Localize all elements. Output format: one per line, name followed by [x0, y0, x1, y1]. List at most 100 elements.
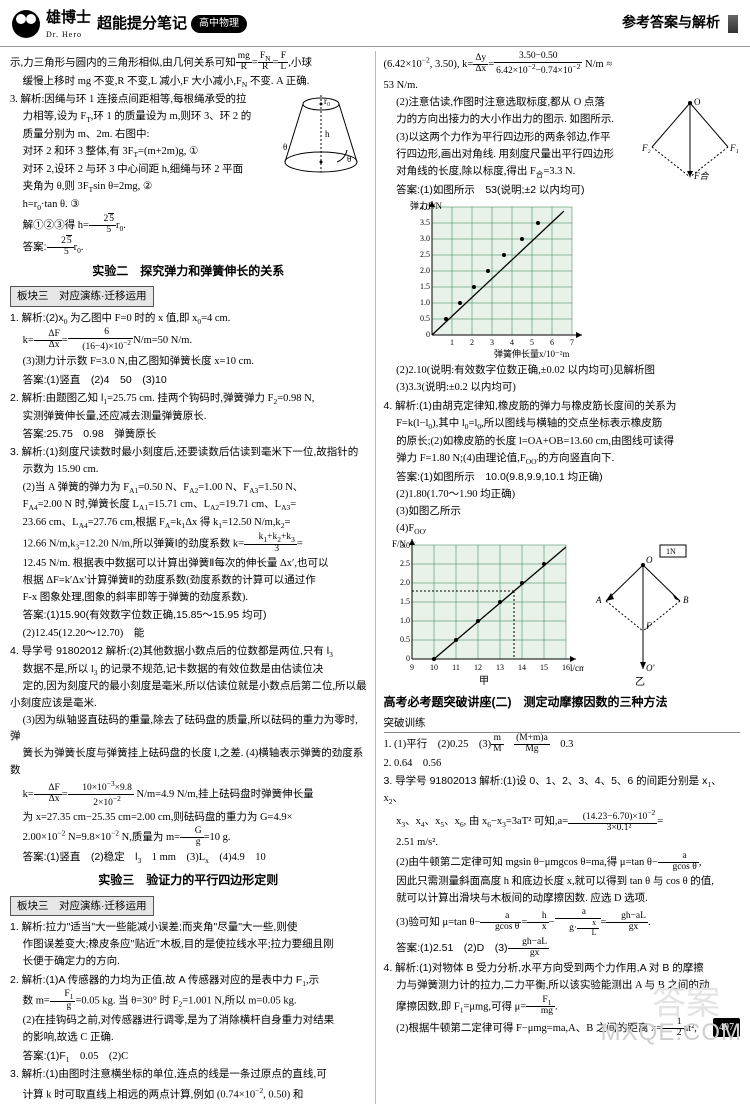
svg-text:乙: 乙	[635, 676, 645, 688]
para: 定的,因为刻度尺的最小刻度是毫米,所以估读位就是小数点后第二位,所以最小刻度应该…	[10, 679, 367, 712]
svg-text:10: 10	[430, 663, 438, 672]
svg-text:弹力F/N: 弹力F/N	[410, 201, 443, 211]
answer: (2)12.45(12.20～12.70) 能	[10, 626, 367, 642]
answer: 答案:(1)竖直 (2)稳定 l3 1 mm (3)Lx (4)4.9 10	[10, 849, 367, 867]
answer: 答案:(1)竖直 (2)4 50 (3)10	[10, 372, 367, 389]
brand-sub: Dr. Hero	[46, 29, 91, 41]
svg-text:r₀: r₀	[324, 96, 330, 106]
page-header: 雄博士 Dr. Hero 超能提分笔记 高中物理 参考答案与解析	[0, 0, 750, 47]
experiment-2-title: 实验二 探究弹力和弹簧伸长的关系	[10, 262, 367, 281]
svg-text:15: 15	[540, 663, 548, 672]
para: 2.00×10−2 N=9.8×10−2 N,质量为 m=Gg=10 g.	[10, 827, 367, 848]
para: 1. (1)平行 (2)0.25 (3)mM (M+m)aMg 0.3	[384, 734, 741, 755]
para: 的影响,故选 C 正确.	[10, 1030, 367, 1046]
para: 缓慢上移时 mg 不变,R 不变,L 减小,F 大小减小,FN 不变. A 正确…	[10, 74, 367, 91]
para: k=ΔFΔx=10×10−3×9.82×10−2 N/m=4.9 N/m,挂上砝…	[10, 780, 367, 809]
svg-text:F合: F合	[693, 171, 709, 181]
watermark-en: MXQE.COM	[601, 1014, 742, 1051]
svg-text:2.0: 2.0	[400, 578, 410, 587]
subject-pill: 高中物理	[191, 15, 247, 33]
svg-text:1.5: 1.5	[400, 597, 410, 606]
para: (3)验可知 μ=tan θ−agcos θ=hx−ag·xL=gh−aLgx.	[384, 908, 741, 937]
answer: 答案:255r0.	[10, 237, 367, 258]
svg-text:F₂: F₂	[641, 143, 651, 153]
para: 53 N/m.	[384, 78, 741, 94]
svg-text:16: 16	[562, 663, 570, 672]
answer: 答案:(1)15.90(有效数字位数正确,15.85～15.95 均可)	[10, 607, 367, 624]
para: 就可以计算出滑块与木板间的动摩擦因数. 应选 D 选项.	[384, 891, 741, 907]
svg-text:2.0: 2.0	[420, 266, 430, 275]
para: (6.42×10−2, 3.50), k=ΔyΔx=3.50−0.506.42×…	[384, 52, 741, 77]
para: 2. 解析:(1)A 传感器的力均为正值,故 A 传感器对应的是表中力 F1,示	[10, 972, 367, 990]
para: 解①②③得 h=255r0.	[10, 215, 367, 236]
svg-text:O′: O′	[646, 663, 655, 673]
panda-logo	[12, 10, 40, 38]
para: 数据不是,所以 l3 的记录不规范,记卡数据的有效位数是由估读位决	[10, 662, 367, 679]
svg-text:0: 0	[426, 330, 430, 339]
svg-text:h: h	[325, 129, 330, 139]
svg-text:1.0: 1.0	[400, 616, 410, 625]
experiment-3-title: 实验三 验证力的平行四边形定则	[10, 871, 367, 890]
svg-text:7: 7	[570, 338, 574, 347]
para: (3)测力计示数 F=3.0 N,由乙图知弹簧长度 x=10 cm.	[10, 354, 367, 370]
svg-text:θ: θ	[347, 154, 351, 164]
answer: 答案:(1)2.51 (2)D (3)gh−aLgx	[384, 938, 741, 959]
para: 计算 k 时可取直线上相远的两点计算,例如 (0.74×10−2, 0.50) …	[10, 1085, 367, 1104]
para: 12.45 N/m. 根据表中数据可以计算出弹簧Ⅱ每次的伸长量 Δx′,也可以	[10, 556, 367, 572]
para: 弹力 F=1.80 N;(4)由理论值,FOO′的方向竖直向下.	[384, 451, 741, 468]
figure-force-diagram-2: 1N O A B F O′ 乙	[588, 539, 698, 689]
para: 23.66 cm、LA4=27.76 cm,根据 FA=k1Δx 得 k1=12…	[10, 515, 367, 532]
section-box: 板块三 对应演练·迁移运用	[10, 286, 154, 306]
svg-text:1N: 1N	[666, 547, 676, 556]
svg-text:O: O	[694, 97, 701, 107]
para: 示,力三角形与圆内的三角形相似,由几何关系可知mgR=FNR=FL,小球	[10, 52, 367, 74]
para: 4. 解析:(1)由胡克定律知,橡皮筋的弹力与橡皮筋长度间的关系为	[384, 398, 741, 415]
para: 为 x=27.35 cm−25.35 cm=2.00 cm,则砝码盘的重力为 G…	[10, 810, 367, 826]
svg-text:9: 9	[410, 663, 414, 672]
svg-text:11: 11	[452, 663, 460, 672]
svg-text:3: 3	[490, 338, 494, 347]
right-column: (6.42×10−2, 3.50), k=ΔyΔx=3.50−0.506.42×…	[384, 51, 741, 1104]
para: 的原长;(2)如橡皮筋的长度 l=OA+OB=13.60 cm,由图线可读得	[384, 434, 741, 450]
para: 4. 导学号 91802012 解析:(2)其他数据小数点后的位数都是两位,只有…	[10, 643, 367, 661]
svg-text:B: B	[683, 595, 689, 605]
svg-text:14: 14	[518, 663, 526, 672]
answer: 答案:(1)F1 0.05 (2)C	[10, 1048, 367, 1066]
para: 作图误差变大;橡皮条应"贴近"木板,目的是使拉线水平;拉力要细且刚	[10, 937, 367, 953]
svg-text:2.5: 2.5	[420, 250, 430, 259]
svg-text:6: 6	[550, 338, 554, 347]
svg-text:O: O	[646, 555, 653, 565]
brand-name: 雄博士	[46, 6, 91, 29]
svg-text:0.5: 0.5	[400, 635, 410, 644]
answer: (4)FOO′	[384, 521, 741, 538]
para: 长便于确定力的方向.	[10, 954, 367, 970]
left-column: 示,力三角形与圆内的三角形相似,由几何关系可知mgR=FNR=FL,小球 缓慢上…	[10, 51, 376, 1104]
para: k=ΔFΔx=6(16−4)×10−2N/m=50 N/m.	[10, 328, 367, 353]
section-box: 板块三 对应演练·迁移运用	[10, 896, 154, 916]
para: 夹角为 θ,则 3FTsin θ=2mg, ②	[10, 179, 367, 196]
para: (2)在挂钩码之前,对传感器进行调零,是为了消除横杆自身重力对结果	[10, 1013, 367, 1029]
svg-text:3.5: 3.5	[420, 218, 430, 227]
svg-text:F₁: F₁	[729, 143, 739, 153]
sub-heading: 突破训练	[384, 716, 741, 733]
para: x3、x4、x5、x6, 由 x6−x3=3aT² 可知,a=(14.23−6.…	[384, 809, 741, 834]
breakthrough-title: 高考必考题突破讲座(二) 测定动摩擦因数的三种方法	[384, 693, 741, 712]
para: (3)因为纵轴竖直砝码的重量,除去了砝码盘的质量,所以砝码的重力为零时,弹	[10, 713, 367, 746]
svg-text:0.5: 0.5	[420, 314, 430, 323]
svg-text:12: 12	[474, 663, 482, 672]
svg-text:l/cm: l/cm	[570, 663, 584, 673]
para: 因此只需测量斜面高度 h 和底边长度 x,就可以得到 tan θ 与 cos θ…	[384, 874, 741, 890]
answer: (3)如图乙所示	[384, 504, 741, 520]
para: 数 m=F1g=0.05 kg. 当 θ=30° 时 F2=1.001 N,所以…	[10, 990, 367, 1012]
para: 12.66 N/m,k3=12.20 N/m,所以弹簧Ⅰ的劲度系数 k=k1+k…	[10, 533, 367, 555]
para: 3. 解析:(1)刻度尺读数时最小刻度后,还要读数后估读到毫米下一位,故指针的	[10, 444, 367, 461]
svg-text:3.0: 3.0	[420, 234, 430, 243]
header-right: 参考答案与解析	[622, 13, 720, 35]
svg-text:F: F	[645, 621, 652, 631]
para: 2. 0.64 0.56	[384, 756, 741, 772]
para: FA4=2.00 N 时,弹簧长度 LA1=15.71 cm、LA2=19.71…	[10, 497, 367, 514]
para: 2. 解析:由题图乙知 l1=25.75 cm. 挂两个钩码时,弹簧弹力 F2=…	[10, 390, 367, 408]
svg-text:2: 2	[470, 338, 474, 347]
chart-force-extension: 00.51.01.52.02.53.03.54.0 1234567 弹力F/N …	[404, 201, 741, 361]
para: 示数为 15.90 cm.	[10, 462, 367, 478]
